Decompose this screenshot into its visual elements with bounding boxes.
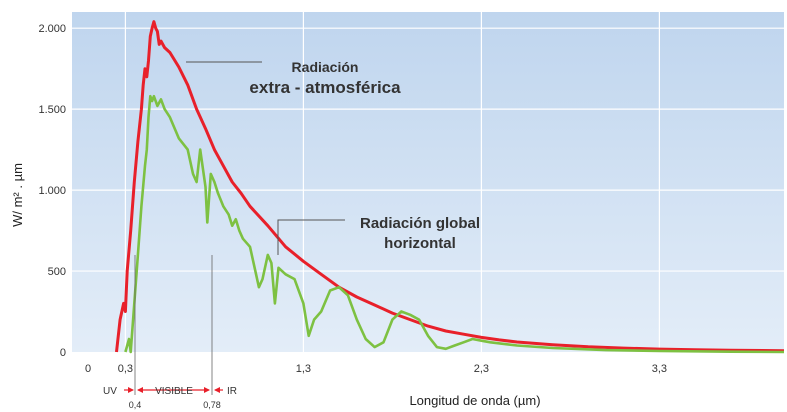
grid-lines — [72, 12, 784, 352]
x-tick-label-3: 2,3 — [474, 363, 489, 375]
y-tick-label-3: 1.500 — [38, 104, 66, 116]
y-tick-label-4: 2.000 — [38, 23, 66, 35]
band-edge-0-78: 0,78 — [203, 400, 221, 410]
series-lines — [115, 20, 785, 354]
x-tick-label-0: 0 — [85, 363, 91, 375]
series-line-1 — [124, 94, 785, 354]
annotation-global-horizontal: Radiación global horizontal — [277, 215, 480, 255]
plot-background — [72, 12, 784, 352]
series-line-0 — [115, 20, 785, 353]
band-label-ir: IR — [227, 386, 237, 397]
band-label-visible: VISIBLE — [155, 386, 193, 397]
y-axis-ticks: 0 500 1.000 1.500 2.000 — [38, 23, 66, 359]
annotation-global-line1: Radiación global — [360, 215, 480, 232]
leader-line-global — [277, 219, 345, 255]
annotation-extra-line1: Radiación — [292, 59, 359, 75]
annotation-extra-atmospheric: Radiación extra - atmosférica — [186, 59, 401, 97]
x-tick-label-1: 0,3 — [118, 363, 133, 375]
x-axis-ticks: 0 0,3 1,3 2,3 3,3 — [85, 363, 667, 375]
y-tick-label-1: 500 — [48, 266, 66, 278]
y-tick-label-2: 1.000 — [38, 185, 66, 197]
x-tick-label-4: 3,3 — [652, 363, 667, 375]
x-axis-label: Longitud de onda (µm) — [409, 393, 540, 408]
y-tick-label-0: 0 — [60, 347, 66, 359]
x-tick-label-2: 1,3 — [296, 363, 311, 375]
band-edge-0-4: 0,4 — [129, 400, 142, 410]
spectral-bands: UV VISIBLE IR 0,4 0,78 — [103, 255, 237, 410]
band-label-uv: UV — [103, 386, 117, 397]
y-axis-label: W/ m² . µm — [10, 163, 25, 227]
annotation-global-line2: horizontal — [384, 235, 456, 252]
annotation-extra-line2: extra - atmosférica — [249, 78, 401, 97]
